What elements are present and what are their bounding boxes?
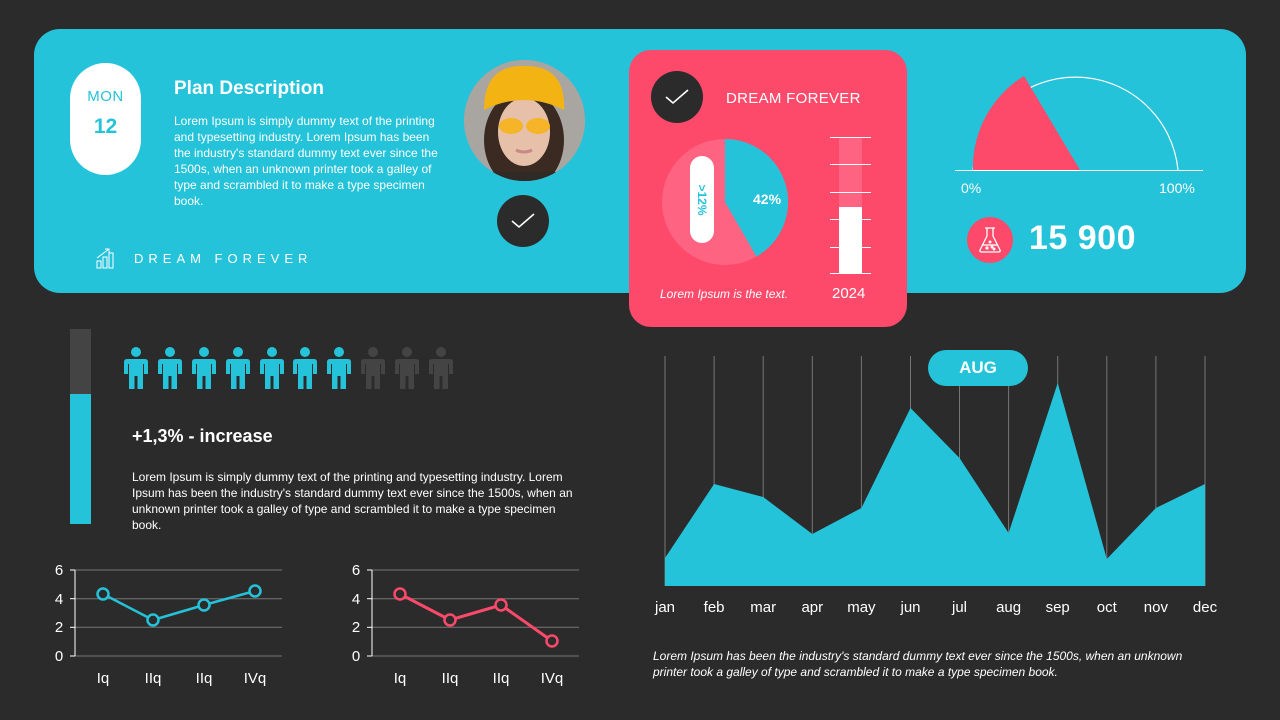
svg-text:may: may	[847, 599, 876, 616]
svg-text:IVq: IVq	[244, 670, 267, 687]
increase-title: +1,3% - increase	[132, 426, 273, 446]
svg-text:oct: oct	[1097, 599, 1118, 616]
svg-text:feb: feb	[704, 599, 725, 616]
highlight-month-badge[interactable]: AUG	[928, 350, 1028, 386]
area-chart-caption: Lorem Ipsum has been the industry's stan…	[653, 649, 1183, 679]
svg-text:jun: jun	[899, 599, 920, 616]
pink-card-caption: Lorem Ipsum is the text.	[660, 287, 789, 301]
level-bar-fill	[70, 394, 91, 524]
line-chart-pink: 6 4 2 0 Iq IIq IIq IVq	[352, 562, 579, 687]
svg-text:IIq: IIq	[145, 670, 162, 687]
person-icon	[191, 347, 216, 389]
svg-text:Iq: Iq	[394, 670, 407, 687]
confirm-check-button[interactable]	[497, 195, 549, 247]
svg-text:6: 6	[352, 562, 360, 579]
person-icon-inactive	[361, 347, 386, 389]
svg-text:sep: sep	[1046, 599, 1070, 616]
svg-text:IIq: IIq	[493, 670, 510, 687]
person-icon	[327, 347, 352, 389]
plan-description: Lorem Ipsum is simply dummy text of the …	[174, 114, 438, 208]
date-day-of-week: MON	[87, 88, 124, 105]
svg-text:4: 4	[55, 591, 63, 608]
svg-text:2: 2	[55, 619, 63, 636]
person-icon	[259, 347, 284, 389]
pink-card-title: DREAM FOREVER	[726, 90, 861, 107]
svg-text:jul: jul	[951, 599, 967, 616]
svg-text:apr: apr	[801, 599, 823, 616]
svg-text:Iq: Iq	[97, 670, 110, 687]
pie-percent-label: 42%	[753, 191, 782, 207]
gauge-max-label: 100%	[1159, 180, 1195, 196]
avatar	[464, 60, 585, 181]
person-icon	[124, 347, 148, 389]
people-icon-row	[123, 346, 462, 390]
person-icon	[157, 347, 182, 389]
svg-text:IVq: IVq	[541, 670, 564, 687]
svg-text:nov: nov	[1144, 599, 1169, 616]
banner-footer: DREAM FOREVER	[96, 247, 312, 269]
pink-card-check-button[interactable]	[651, 71, 703, 123]
svg-text:4: 4	[352, 591, 360, 608]
svg-text:aug: aug	[996, 599, 1021, 616]
banner-footer-label: DREAM FOREVER	[134, 250, 313, 266]
svg-text:2: 2	[352, 619, 360, 636]
svg-text:mar: mar	[750, 599, 776, 616]
date-badge: MON 12	[70, 63, 141, 175]
thermometer-bar-chart	[830, 137, 871, 274]
person-icon	[225, 347, 250, 389]
svg-text:IIq: IIq	[442, 670, 459, 687]
person-icon-inactive	[395, 347, 420, 389]
area-chart: jan feb mar apr may jun jul aug sep oct …	[654, 356, 1218, 616]
check-icon	[511, 213, 535, 229]
person-icon-inactive	[429, 347, 454, 389]
person-icon	[293, 347, 318, 389]
date-day: 12	[93, 115, 118, 138]
pie-annotation: >12%	[695, 183, 709, 216]
half-gauge-chart	[955, 76, 1203, 171]
pink-card-year: 2024	[832, 285, 866, 302]
svg-text:IIq: IIq	[196, 670, 213, 687]
metric-value: 15 900	[1029, 219, 1136, 257]
svg-text:dec: dec	[1193, 599, 1218, 616]
gauge-min-label: 0%	[961, 180, 982, 196]
svg-text:6: 6	[55, 562, 63, 579]
svg-text:0: 0	[55, 648, 63, 665]
check-icon	[665, 89, 689, 105]
increase-description: Lorem Ipsum is simply dummy text of the …	[132, 470, 573, 532]
svg-text:jan: jan	[654, 599, 675, 616]
flask-icon	[979, 227, 1001, 253]
line-chart-cyan: 6 4 2 0 Iq IIq IIq IVq	[55, 562, 282, 687]
pie-annotation-pill: >12%	[690, 156, 714, 243]
level-bar	[70, 329, 91, 524]
growth-chart-icon	[96, 248, 114, 269]
metric-icon-badge	[967, 217, 1013, 263]
plan-title: Plan Description	[174, 78, 324, 99]
svg-text:0: 0	[352, 648, 360, 665]
